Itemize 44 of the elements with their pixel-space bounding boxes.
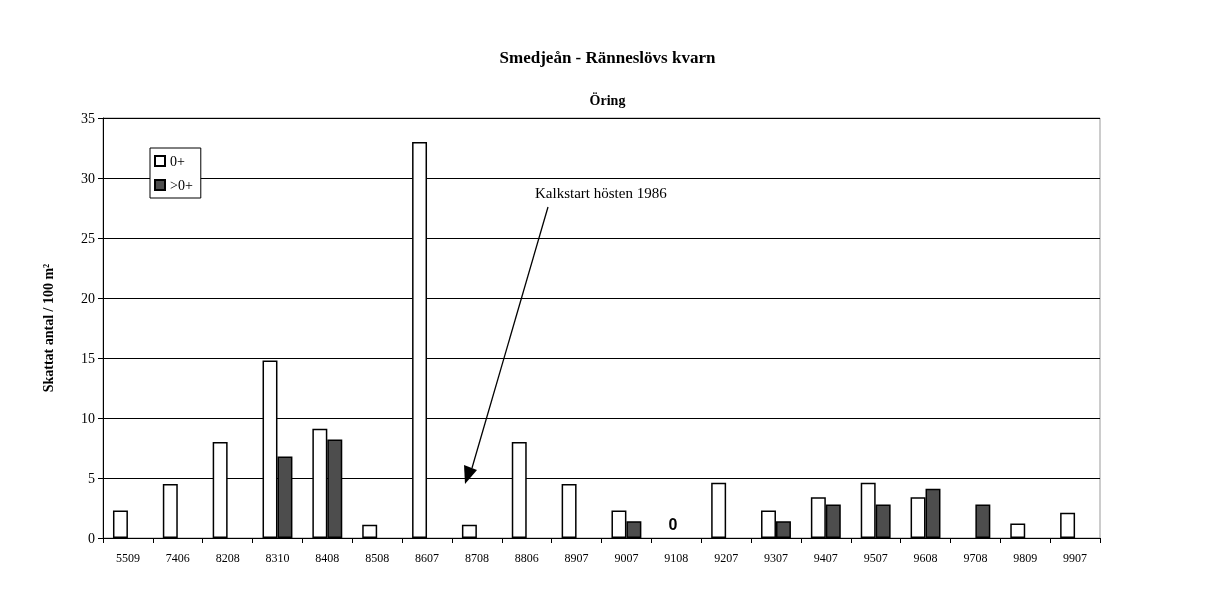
x-tick-label: 9108 [664,551,689,565]
x-tick-label: 9007 [614,551,639,565]
x-tick-label: 9608 [913,551,938,565]
x-tick-label: 8310 [265,551,290,565]
y-tick-label: 15 [81,350,95,366]
bar [711,482,727,538]
x-tick-label: 9207 [714,551,739,565]
x-tick-label: 9307 [763,551,788,565]
y-tick-label: 10 [81,410,95,426]
y-axis-title: Skattat antal / 100 m² [40,263,56,393]
y-tick-label: 30 [81,170,95,186]
x-tick-label: 8708 [464,551,489,565]
bar [1060,512,1076,538]
x-tick-label: 7406 [165,551,190,565]
x-tick-label: 9507 [863,551,888,565]
x-tick-label: 8508 [365,551,390,565]
bar [362,524,378,538]
chart-title: Smedjeån - Ränneslövs kvarn [499,48,716,67]
chart-subtitle: Öring [589,91,626,108]
x-tick-label: 9407 [813,551,838,565]
bar [1010,523,1026,538]
x-tick-label: 8607 [415,551,440,565]
bar [461,524,477,538]
x-tick-label: 9809 [1013,551,1038,565]
x-tick-label: 8208 [215,551,240,565]
legend-label: 0+ [170,153,185,169]
y-tick-label: 20 [81,290,95,306]
bar [112,510,128,538]
annotation: Kalkstart hösten 1986 [535,184,668,201]
y-tick-label: 5 [88,470,95,486]
y-tick-label: 25 [81,230,95,246]
bar [975,504,991,538]
x-tick-label: 9708 [963,551,988,565]
legend-label: >0+ [170,177,193,193]
bar [561,484,577,538]
annotation: 0 [668,515,678,533]
x-tick-label: 5509 [115,551,140,565]
y-tick-label: 0 [88,530,95,546]
x-tick-label: 9907 [1063,551,1088,565]
x-tick-label: 8806 [514,551,539,565]
y-tick-label: 35 [81,110,95,126]
x-tick-label: 8408 [315,551,340,565]
bar [162,484,178,538]
x-tick-label: 8907 [564,551,589,565]
